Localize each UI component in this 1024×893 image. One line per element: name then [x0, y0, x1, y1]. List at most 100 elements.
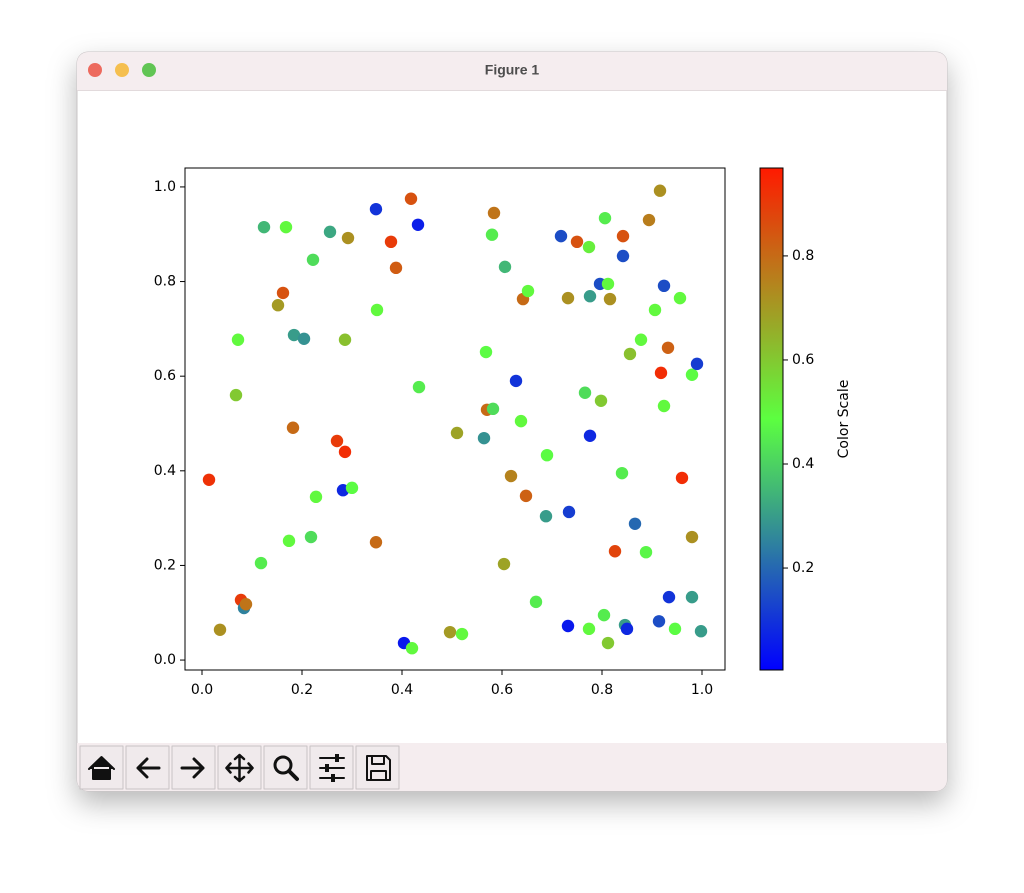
- point: [634, 333, 648, 346]
- point: [652, 615, 666, 628]
- point: [231, 333, 245, 346]
- point: [685, 530, 699, 544]
- point: [309, 490, 323, 504]
- point: [338, 333, 352, 346]
- point: [487, 206, 501, 220]
- x-tick-label: 0.8: [591, 682, 613, 698]
- close-button[interactable]: [88, 63, 102, 77]
- point: [648, 303, 662, 317]
- title-bar: [77, 52, 947, 90]
- point: [653, 184, 667, 197]
- save-button[interactable]: [355, 745, 400, 790]
- y-tick-label: 0.4: [154, 463, 176, 479]
- x-tick-label: 0.4: [391, 682, 413, 698]
- colorbar-label: Color Scale: [836, 380, 852, 459]
- y-tick-label: 0.0: [154, 652, 176, 668]
- point: [369, 202, 383, 216]
- point: [608, 545, 622, 558]
- point: [202, 473, 216, 486]
- point: [338, 445, 352, 459]
- point: [694, 625, 708, 638]
- point: [628, 517, 642, 531]
- point: [582, 622, 596, 636]
- zoom-rect-button[interactable]: [263, 745, 308, 790]
- point: [229, 388, 243, 402]
- point: [279, 220, 293, 234]
- point: [405, 642, 419, 655]
- point: [673, 291, 687, 305]
- point: [685, 590, 699, 604]
- point: [570, 235, 584, 249]
- point: [597, 608, 611, 622]
- point: [616, 249, 630, 263]
- x-tick-label: 0.0: [191, 682, 213, 698]
- point: [509, 374, 523, 388]
- point: [685, 368, 699, 381]
- configure-button[interactable]: [309, 745, 354, 790]
- point: [657, 399, 671, 413]
- point: [601, 277, 615, 291]
- point: [598, 211, 612, 225]
- y-tick-label: 1.0: [154, 179, 176, 195]
- colorbar-tick-label: 0.2: [792, 560, 814, 576]
- colorbar-tick-label: 0.8: [792, 248, 814, 264]
- point: [498, 260, 512, 274]
- colorbar-tick-label: 0.4: [792, 456, 814, 472]
- point: [554, 229, 568, 243]
- point: [690, 357, 704, 371]
- axes-frame: [184, 167, 726, 671]
- point: [254, 556, 268, 570]
- point: [616, 229, 630, 243]
- point: [370, 303, 384, 317]
- minimize-button[interactable]: [115, 63, 129, 77]
- home-button[interactable]: [79, 745, 124, 790]
- point: [287, 328, 301, 342]
- y-tick-label: 0.6: [154, 368, 176, 384]
- window-frame: [76, 51, 948, 792]
- zoom-button[interactable]: [142, 63, 156, 77]
- point: [384, 235, 398, 249]
- point: [479, 345, 493, 359]
- point: [323, 225, 337, 239]
- point: [601, 636, 615, 650]
- point: [561, 291, 575, 305]
- back-button[interactable]: [125, 745, 170, 790]
- point: [675, 471, 689, 485]
- point: [620, 622, 634, 636]
- point: [540, 448, 554, 462]
- point: [657, 279, 671, 293]
- point: [486, 402, 500, 416]
- point: [411, 218, 425, 231]
- toolbar-buttons: [79, 745, 400, 790]
- point: [276, 286, 290, 300]
- point: [615, 466, 629, 480]
- point: [668, 622, 682, 636]
- point: [519, 489, 533, 503]
- point: [661, 341, 675, 354]
- pan-button[interactable]: [217, 745, 262, 790]
- point: [603, 292, 617, 306]
- point: [282, 534, 296, 548]
- point: [239, 598, 253, 611]
- y-tick-label: 0.8: [154, 274, 176, 290]
- point: [286, 421, 300, 434]
- point: [271, 299, 285, 312]
- plot: 0.0 0.2 0.4 0.6 0.8 1.0 0.0 0.2 0.4 0.6 0.8 1.0 0.2 0…: [154, 167, 852, 698]
- point: [345, 481, 359, 495]
- forward-button[interactable]: [171, 745, 216, 790]
- point: [583, 429, 597, 442]
- point: [562, 505, 576, 519]
- point: [369, 536, 383, 549]
- point: [455, 627, 469, 641]
- point: [578, 386, 592, 399]
- point: [485, 228, 499, 241]
- point: [341, 231, 355, 245]
- point: [529, 595, 543, 609]
- point: [639, 545, 653, 559]
- point: [404, 192, 418, 205]
- point: [497, 557, 511, 571]
- window: Figure 1: [76, 51, 948, 792]
- point: [306, 253, 320, 266]
